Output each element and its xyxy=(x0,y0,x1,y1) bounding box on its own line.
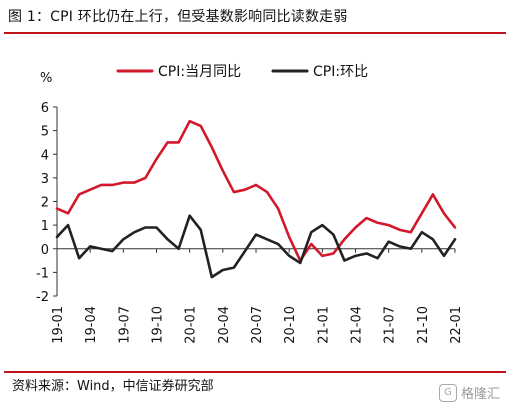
y-tick-label: 3 xyxy=(41,172,49,187)
x-tick-label: 20-07 xyxy=(250,306,265,344)
x-tick-label: 21-07 xyxy=(383,306,398,344)
chart-title: 图 1：CPI 环比仍在上行，但受基数影响同比读数走弱 xyxy=(8,9,348,25)
legend: CPI:当月同比 CPI:环比 xyxy=(116,64,368,80)
series-layer xyxy=(55,119,457,279)
y-tick-label: 0 xyxy=(41,243,49,258)
x-tick-label: 21-10 xyxy=(416,306,431,344)
y-tick-label: -1 xyxy=(36,266,49,281)
x-tick-label: 20-01 xyxy=(184,306,199,344)
source-note: 资料来源：Wind，中信证券研究部 xyxy=(12,379,214,394)
brand-name: 格隆汇 xyxy=(460,387,500,402)
x-tick-label: 21-01 xyxy=(316,306,331,344)
y-axis-label: % xyxy=(40,71,52,86)
x-tick-label: 19-07 xyxy=(117,306,132,344)
axes: -2 -1 0 1 2 3 4 5 6% 19-01 19-04 19-07 19-10 20-01 20-… xyxy=(36,71,464,344)
x-tick-label: 20-04 xyxy=(217,306,232,344)
y-tick-label: -2 xyxy=(36,290,49,305)
series-line-1 xyxy=(55,214,457,279)
brand-watermark: G 格隆汇 xyxy=(438,383,500,402)
y-tick-label: 6 xyxy=(41,101,49,116)
y-tick-label: 2 xyxy=(41,196,49,211)
legend-label-0: CPI:当月同比 xyxy=(158,64,241,80)
x-tick-label: 19-10 xyxy=(151,306,166,344)
y-tick-label: 1 xyxy=(41,219,49,234)
source-divider xyxy=(4,371,506,373)
x-tick-label: 22-01 xyxy=(449,306,464,344)
y-tick-label: 4 xyxy=(41,148,49,163)
title-divider xyxy=(4,32,506,34)
x-tick-label: 19-04 xyxy=(84,306,99,344)
brand-logo-icon: G xyxy=(438,383,457,402)
x-tick-label: 19-01 xyxy=(51,306,66,344)
x-tick-label: 21-04 xyxy=(350,306,365,344)
series-line-0 xyxy=(55,119,457,262)
legend-label-1: CPI:环比 xyxy=(313,64,368,80)
y-tick-label: 5 xyxy=(41,125,49,140)
x-tick-label: 20-10 xyxy=(283,306,298,344)
